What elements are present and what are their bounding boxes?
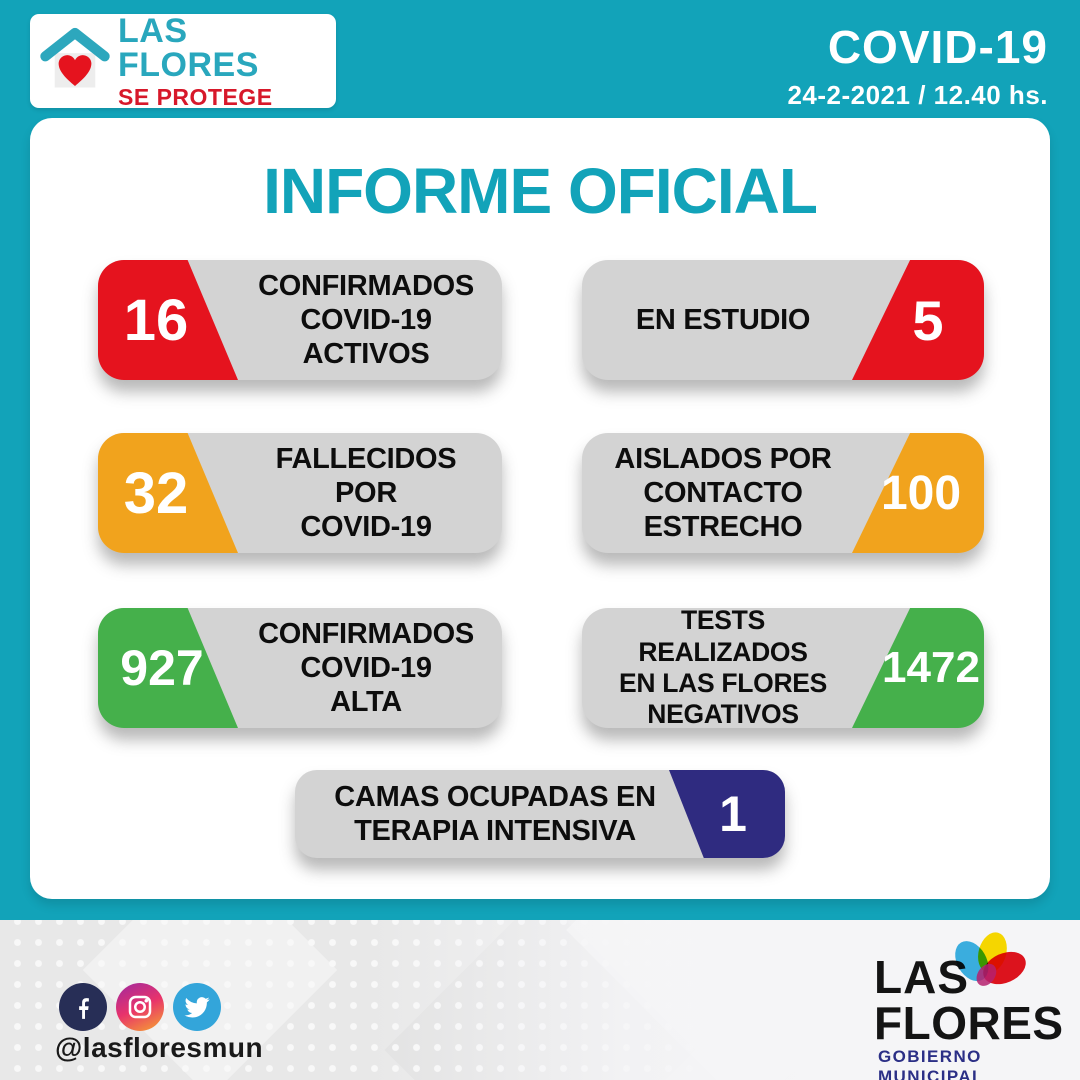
stat-card-fallecidos: 32 FALLECIDOS POR COVID-19 bbox=[98, 433, 502, 553]
stat-value: 5 bbox=[912, 288, 944, 352]
report-datetime: 24-2-2021 / 12.40 hs. bbox=[787, 80, 1048, 110]
stat-card-en-estudio: 5 EN ESTUDIO bbox=[582, 260, 984, 380]
stat-value: 100 bbox=[880, 466, 962, 520]
stat-label-line: EN LAS FLORES bbox=[618, 668, 828, 698]
stat-value: 1472 bbox=[882, 643, 980, 692]
brand-box: LAS FLORES SE PROTEGE bbox=[30, 14, 336, 108]
stat-label-line: COVID-19 bbox=[300, 651, 432, 684]
stat-label: FALLECIDOS POR COVID-19 bbox=[244, 433, 488, 553]
stat-label-line: COVID-19 bbox=[300, 511, 432, 544]
stat-label-line: CONTACTO bbox=[643, 476, 803, 509]
stat-label: AISLADOS POR CONTACTO ESTRECHO bbox=[598, 433, 848, 553]
municipal-logo-subtitle: GOBIERNO MUNICIPAL bbox=[878, 1047, 984, 1080]
instagram-icon bbox=[116, 983, 164, 1031]
report-header: COVID-19 24-2-2021 / 12.40 hs. bbox=[787, 24, 1048, 111]
stat-card-confirmados-activos: 16 CONFIRMADOS COVID-19 ACTIVOS bbox=[98, 260, 502, 380]
stat-label-line: CONFIRMADOS bbox=[258, 617, 474, 650]
stat-label-line: CONFIRMADOS bbox=[258, 269, 474, 302]
stat-value: 16 bbox=[123, 287, 189, 353]
stat-label-line: CAMAS OCUPADAS EN bbox=[334, 780, 656, 813]
twitter-icon bbox=[173, 983, 221, 1031]
stat-card-camas-uti: 1 CAMAS OCUPADAS EN TERAPIA INTENSIVA bbox=[295, 770, 785, 858]
stat-label: CAMAS OCUPADAS EN TERAPIA INTENSIVA bbox=[323, 770, 667, 858]
stat-label-line: TERAPIA INTENSIVA bbox=[354, 815, 636, 847]
house-heart-icon bbox=[40, 27, 110, 88]
footer: @lasfloresmun LAS FLORES GOBIERNO MUNICI… bbox=[0, 920, 1080, 1080]
stat-label-line: ACTIVOS bbox=[302, 338, 430, 371]
report-panel: INFORME OFICIAL 16 CONFIRMADOS COVID-19 … bbox=[30, 118, 1050, 899]
municipal-logo-line1: LAS bbox=[874, 951, 969, 1003]
stat-value: 927 bbox=[120, 640, 204, 696]
stat-card-tests-negativos: 1472 TESTS REALIZADOS EN LAS FLORES NEGA… bbox=[582, 605, 984, 730]
stat-label: CONFIRMADOS COVID-19 ACTIVOS bbox=[244, 260, 488, 380]
stat-value: 1 bbox=[719, 786, 747, 842]
stat-label-line: NEGATIVOS bbox=[647, 699, 799, 730]
stat-label-line: POR bbox=[335, 476, 397, 509]
social-handle: @lasfloresmun bbox=[55, 1032, 264, 1063]
stat-card-aislados: 100 AISLADOS POR CONTACTO ESTRECHO bbox=[582, 433, 984, 553]
report-title: COVID-19 bbox=[827, 21, 1048, 73]
flower-petals-icon bbox=[955, 932, 1026, 986]
stat-label: EN ESTUDIO bbox=[598, 260, 848, 380]
municipal-logo-line2: FLORES bbox=[874, 997, 1064, 1049]
stat-value: 32 bbox=[123, 460, 189, 526]
stat-label: CONFIRMADOS COVID-19 ALTA bbox=[244, 608, 488, 728]
stat-label-line: ESTRECHO bbox=[643, 511, 803, 544]
stat-label-line: COVID-19 bbox=[300, 303, 432, 336]
page-title: INFORME OFICIAL bbox=[263, 155, 818, 227]
brand-slogan: SE PROTEGE bbox=[118, 83, 273, 110]
stat-label-line: FALLECIDOS bbox=[275, 442, 457, 475]
stat-label-line: ALTA bbox=[330, 686, 402, 719]
stat-label-line: AISLADOS POR bbox=[614, 442, 832, 475]
social-icons bbox=[59, 983, 221, 1031]
facebook-icon bbox=[59, 983, 107, 1031]
stat-label: TESTS REALIZADOS EN LAS FLORES NEGATIVOS bbox=[598, 605, 848, 730]
stat-card-confirmados-alta: 927 CONFIRMADOS COVID-19 ALTA bbox=[98, 608, 502, 728]
brand-name: LAS FLORES bbox=[118, 11, 259, 84]
stat-label-line: EN ESTUDIO bbox=[635, 303, 811, 336]
stat-label-line: TESTS REALIZADOS bbox=[638, 605, 808, 667]
brand-text: LAS FLORES SE PROTEGE bbox=[118, 14, 336, 109]
